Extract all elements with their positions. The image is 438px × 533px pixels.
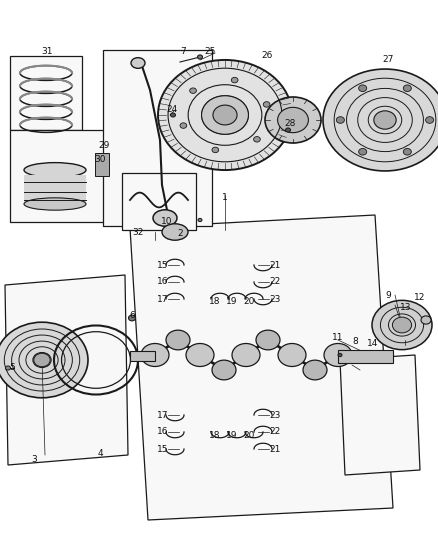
Text: 28: 28 bbox=[284, 119, 296, 128]
Text: 17: 17 bbox=[157, 410, 169, 419]
Ellipse shape bbox=[359, 149, 367, 155]
Ellipse shape bbox=[162, 224, 188, 240]
Bar bbox=[338, 350, 393, 363]
Bar bbox=[24, 175, 86, 204]
Text: 6: 6 bbox=[129, 311, 135, 319]
Text: 23: 23 bbox=[269, 295, 281, 303]
Ellipse shape bbox=[323, 69, 438, 171]
Ellipse shape bbox=[374, 111, 396, 129]
Text: 20: 20 bbox=[244, 431, 254, 440]
Ellipse shape bbox=[198, 55, 202, 59]
Text: 18: 18 bbox=[209, 431, 221, 440]
Text: 17: 17 bbox=[157, 295, 169, 303]
Ellipse shape bbox=[198, 219, 202, 222]
Ellipse shape bbox=[166, 330, 190, 350]
Text: 32: 32 bbox=[132, 228, 144, 237]
Text: 7: 7 bbox=[180, 46, 186, 55]
Text: 16: 16 bbox=[157, 278, 169, 287]
Ellipse shape bbox=[336, 117, 344, 123]
Text: 3: 3 bbox=[31, 456, 37, 464]
Ellipse shape bbox=[278, 107, 308, 133]
Text: 18: 18 bbox=[209, 297, 221, 306]
Ellipse shape bbox=[180, 123, 187, 128]
Text: 19: 19 bbox=[226, 297, 238, 306]
Text: 31: 31 bbox=[41, 47, 53, 56]
Text: 25: 25 bbox=[204, 47, 215, 56]
Ellipse shape bbox=[286, 128, 290, 132]
Text: 15: 15 bbox=[157, 261, 169, 270]
Text: 13: 13 bbox=[400, 303, 412, 311]
Text: 9: 9 bbox=[385, 290, 391, 300]
Ellipse shape bbox=[254, 136, 260, 142]
Text: 21: 21 bbox=[269, 261, 281, 270]
Ellipse shape bbox=[421, 316, 431, 324]
Text: 22: 22 bbox=[269, 427, 281, 437]
Bar bbox=[10, 56, 82, 130]
Ellipse shape bbox=[213, 105, 237, 125]
Text: 21: 21 bbox=[269, 445, 281, 454]
Text: 16: 16 bbox=[157, 427, 169, 437]
Ellipse shape bbox=[263, 102, 270, 107]
Ellipse shape bbox=[24, 163, 86, 177]
Polygon shape bbox=[340, 355, 420, 475]
Ellipse shape bbox=[6, 366, 11, 370]
Bar bbox=[130, 351, 155, 361]
Ellipse shape bbox=[231, 77, 238, 83]
Ellipse shape bbox=[338, 353, 342, 357]
Ellipse shape bbox=[141, 343, 169, 367]
Ellipse shape bbox=[232, 343, 260, 367]
Text: 22: 22 bbox=[269, 278, 281, 287]
Text: 23: 23 bbox=[269, 410, 281, 419]
Ellipse shape bbox=[403, 85, 411, 92]
Ellipse shape bbox=[265, 97, 321, 143]
Bar bbox=[10, 130, 120, 222]
Text: 14: 14 bbox=[367, 338, 379, 348]
Ellipse shape bbox=[212, 360, 236, 380]
Ellipse shape bbox=[303, 360, 327, 380]
Ellipse shape bbox=[372, 301, 432, 350]
Text: 26: 26 bbox=[261, 51, 273, 60]
Text: 4: 4 bbox=[97, 448, 103, 457]
Ellipse shape bbox=[153, 210, 177, 226]
Text: 11: 11 bbox=[332, 333, 344, 342]
Text: 1: 1 bbox=[222, 193, 228, 203]
Text: 29: 29 bbox=[98, 141, 110, 149]
Text: 5: 5 bbox=[9, 364, 15, 373]
Ellipse shape bbox=[128, 315, 135, 321]
Ellipse shape bbox=[324, 343, 352, 367]
Ellipse shape bbox=[212, 147, 219, 152]
Ellipse shape bbox=[392, 317, 412, 333]
Ellipse shape bbox=[0, 322, 88, 398]
Ellipse shape bbox=[359, 85, 367, 92]
Text: 20: 20 bbox=[244, 297, 254, 306]
Ellipse shape bbox=[201, 96, 248, 134]
Ellipse shape bbox=[278, 343, 306, 367]
Text: 8: 8 bbox=[352, 337, 358, 346]
Ellipse shape bbox=[190, 88, 196, 93]
Text: 27: 27 bbox=[382, 55, 394, 64]
Ellipse shape bbox=[256, 330, 280, 350]
Text: 30: 30 bbox=[94, 156, 106, 165]
Polygon shape bbox=[130, 215, 393, 520]
Ellipse shape bbox=[131, 58, 145, 68]
Text: 10: 10 bbox=[161, 217, 173, 227]
Bar bbox=[122, 173, 196, 230]
Text: 15: 15 bbox=[157, 445, 169, 454]
Text: 12: 12 bbox=[414, 293, 426, 302]
Text: 2: 2 bbox=[177, 229, 183, 238]
Bar bbox=[95, 153, 109, 176]
Ellipse shape bbox=[170, 113, 176, 117]
Polygon shape bbox=[5, 275, 128, 465]
Ellipse shape bbox=[24, 198, 86, 210]
Ellipse shape bbox=[403, 149, 411, 155]
Text: 19: 19 bbox=[226, 431, 238, 440]
Ellipse shape bbox=[186, 343, 214, 367]
Bar bbox=[103, 50, 212, 226]
Text: 24: 24 bbox=[166, 106, 178, 115]
Ellipse shape bbox=[34, 353, 50, 367]
Ellipse shape bbox=[158, 60, 292, 170]
Ellipse shape bbox=[426, 117, 434, 123]
